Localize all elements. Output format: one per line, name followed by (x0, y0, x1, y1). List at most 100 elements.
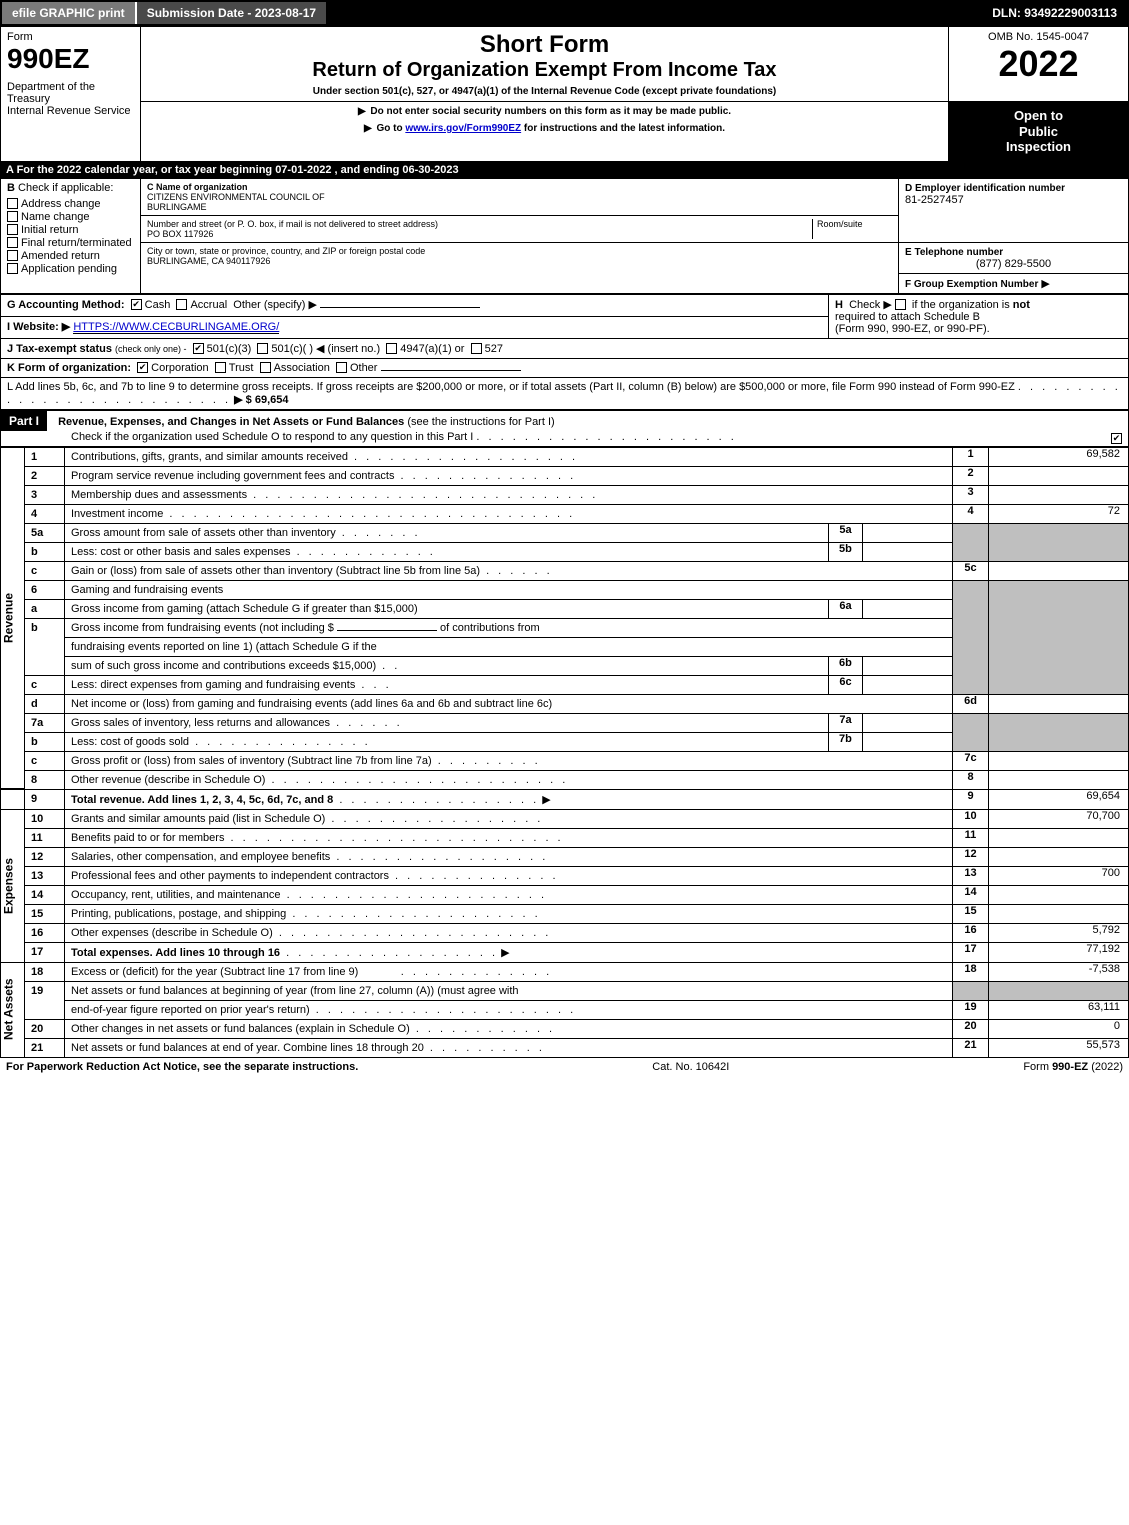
line-6b-desc3: fundraising events reported on line 1) (… (65, 637, 953, 656)
line-14-desc: Occupancy, rent, utilities, and maintena… (71, 889, 281, 901)
line-3-desc: Membership dues and assessments (71, 489, 247, 501)
other-org-input[interactable] (381, 370, 521, 371)
schedule-b-checkbox[interactable] (895, 299, 906, 310)
box-b-label: B (7, 182, 15, 194)
ein-value: 81-2527457 (905, 194, 964, 206)
line-18-ref: 18 (953, 962, 989, 981)
grey-cell (989, 580, 1129, 694)
line-12-value (989, 847, 1129, 866)
line-7b-num: b (25, 732, 65, 751)
line-7a-midval (862, 713, 952, 732)
line-5c-value (989, 561, 1129, 580)
accrual-checkbox[interactable] (176, 299, 187, 310)
line-20-value: 0 (989, 1019, 1129, 1038)
website-link[interactable]: HTTPS://WWW.CECBURLINGAME.ORG/ (73, 321, 279, 334)
line-17-ref: 17 (953, 942, 989, 962)
line-5c-ref: 5c (953, 561, 989, 580)
box-d-label: D Employer identification number (905, 183, 1065, 194)
527-label: 527 (485, 343, 503, 355)
line-18-num: 18 (25, 962, 65, 981)
section-a-bar: A For the 2022 calendar year, or tax yea… (0, 162, 1129, 178)
corporation-label: Corporation (151, 362, 208, 374)
line-11-num: 11 (25, 828, 65, 847)
line-6d-desc: Net income or (loss) from gaming and fun… (65, 694, 953, 713)
line-9-value: 69,654 (989, 789, 1129, 809)
city-label: City or town, state or province, country… (147, 246, 425, 256)
other-specify-input[interactable] (320, 307, 480, 308)
other-org-label: Other (350, 362, 378, 374)
line-11-value (989, 828, 1129, 847)
arrow-icon (358, 106, 368, 117)
line-20-desc: Other changes in net assets or fund bala… (71, 1023, 410, 1035)
name-change-label: Name change (21, 211, 90, 223)
4947-checkbox[interactable] (386, 343, 397, 354)
line-12-ref: 12 (953, 847, 989, 866)
line-9-num: 9 (25, 789, 65, 809)
line-7c-num: c (25, 751, 65, 770)
corporation-checkbox[interactable] (137, 362, 148, 373)
line-1-value: 69,582 (989, 447, 1129, 466)
line-11-desc: Benefits paid to or for members (71, 832, 224, 844)
efile-print-button[interactable]: efile GRAPHIC print (2, 2, 137, 24)
line-2-desc: Program service revenue including govern… (71, 470, 394, 482)
line-16-ref: 16 (953, 923, 989, 942)
street-label: Number and street (or P. O. box, if mail… (147, 219, 438, 229)
arrow-icon (364, 123, 374, 134)
page-footer: For Paperwork Reduction Act Notice, see … (0, 1058, 1129, 1076)
street-value: PO BOX 117926 (147, 229, 213, 239)
ssn-warning: Do not enter social security numbers on … (147, 106, 942, 117)
line-6a-mid: 6a (828, 599, 862, 618)
final-return-checkbox[interactable] (7, 237, 18, 248)
grey-cell (989, 523, 1129, 561)
address-change-checkbox[interactable] (7, 198, 18, 209)
line-14-value (989, 885, 1129, 904)
line-h-text3: required to attach Schedule B (835, 311, 980, 323)
line-5c-num: c (25, 561, 65, 580)
cash-checkbox[interactable] (131, 299, 142, 310)
line-16-num: 16 (25, 923, 65, 942)
accrual-label: Accrual (190, 299, 227, 311)
footer-mid: Cat. No. 10642I (652, 1061, 729, 1073)
trust-checkbox[interactable] (215, 362, 226, 373)
open-to-public-3: Inspection (953, 139, 1124, 155)
line-13-desc: Professional fees and other payments to … (71, 870, 389, 882)
schedule-o-checkbox[interactable] (1111, 433, 1122, 444)
line-7a-num: 7a (25, 713, 65, 732)
other-org-checkbox[interactable] (336, 362, 347, 373)
line-2-ref: 2 (953, 466, 989, 485)
501c3-label: 501(c)(3) (207, 343, 252, 355)
line-6b-midval (862, 656, 952, 675)
line-1-desc: Contributions, gifts, grants, and simila… (71, 451, 348, 463)
name-change-checkbox[interactable] (7, 211, 18, 222)
box-f-label: F Group Exemption Number (905, 279, 1038, 290)
grey-cell (989, 981, 1129, 1000)
final-return-label: Final return/terminated (21, 237, 132, 249)
line-6b-desc4: sum of such gross income and contributio… (71, 660, 376, 672)
form-number: 990EZ (7, 43, 134, 75)
initial-return-checkbox[interactable] (7, 224, 18, 235)
amended-return-checkbox[interactable] (7, 250, 18, 261)
501c-checkbox[interactable] (257, 343, 268, 354)
line-6b-desc1: Gross income from fundraising events (no… (71, 622, 334, 634)
irs-link[interactable]: www.irs.gov/Form990EZ (405, 123, 521, 134)
entity-info-table: B Check if applicable: Address change Na… (0, 178, 1129, 294)
501c-label: 501(c)( ) ◀ (insert no.) (271, 343, 380, 355)
line-6b-mid: 6b (828, 656, 862, 675)
part-1-sub: (see the instructions for Part I) (407, 416, 554, 428)
line-5a-midval (862, 523, 952, 542)
line-14-num: 14 (25, 885, 65, 904)
line-i-label: I Website: ▶ (7, 321, 70, 333)
527-checkbox[interactable] (471, 343, 482, 354)
501c3-checkbox[interactable] (193, 343, 204, 354)
application-pending-checkbox[interactable] (7, 263, 18, 274)
topbar-spacer (326, 2, 982, 24)
association-checkbox[interactable] (260, 362, 271, 373)
line-6b-blank[interactable] (337, 630, 437, 631)
line-12-num: 12 (25, 847, 65, 866)
line-17-desc: Total expenses. Add lines 10 through 16 (71, 947, 280, 959)
part-1-title: Revenue, Expenses, and Changes in Net As… (50, 416, 404, 428)
line-11-ref: 11 (953, 828, 989, 847)
line-1-num: 1 (25, 447, 65, 466)
revenue-sidebar-end (1, 789, 25, 809)
box-c-label: C Name of organization (147, 182, 248, 192)
